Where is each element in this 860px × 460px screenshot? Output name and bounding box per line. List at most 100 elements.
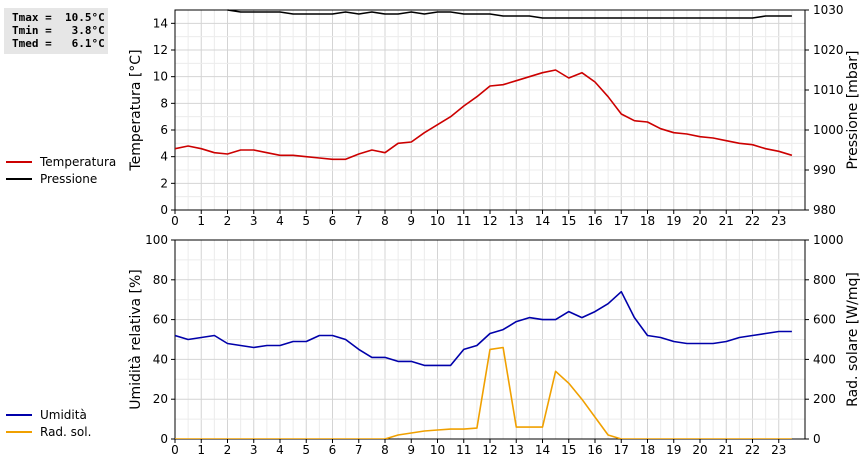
y-right-tick-label: 1030 [813, 3, 844, 17]
series-line-temperatura [175, 69, 793, 161]
tmin-text: Tmin = 3.8°C [12, 24, 105, 37]
y-left-tick-label: 6 [160, 123, 168, 137]
x-tick-label: 19 [666, 443, 681, 457]
x-tick-label: 5 [302, 443, 310, 457]
x-tick-label: 13 [509, 443, 524, 457]
y-right-axis-label: Rad. solare [W/mq] [845, 272, 860, 407]
stats-box: Tmax = 10.5°C Tmin = 3.8°C Tmed = 6.1°C [4, 8, 108, 54]
legend-item-pressione: Pressione [6, 170, 116, 187]
legend-label-umidita: Umidità [40, 407, 87, 422]
y-right-tick-label: 0 [813, 432, 821, 446]
x-tick-label: 21 [719, 443, 734, 457]
x-tick-label: 20 [692, 214, 707, 228]
y-left-tick-label: 10 [153, 70, 168, 84]
x-tick-label: 0 [171, 443, 179, 457]
y-left-tick-label: 60 [153, 313, 168, 327]
x-tick-label: 17 [614, 443, 629, 457]
y-left-tick-label: 8 [160, 96, 168, 110]
x-tick-label: 22 [745, 443, 760, 457]
x-tick-label: 2 [224, 443, 232, 457]
y-right-axis-label: Pressione [mbar] [845, 50, 860, 169]
x-tick-label: 4 [276, 443, 284, 457]
x-tick-label: 6 [329, 214, 337, 228]
x-tick-label: 15 [561, 214, 576, 228]
x-tick-label: 21 [719, 214, 734, 228]
x-tick-label: 11 [456, 214, 471, 228]
legend-swatch-umidita [6, 413, 32, 416]
x-tick-label: 18 [640, 443, 655, 457]
y-right-tick-label: 400 [813, 352, 836, 366]
x-tick-label: 17 [614, 214, 629, 228]
y-left-tick-label: 4 [160, 150, 168, 164]
x-tick-label: 10 [430, 443, 445, 457]
legend-swatch-radsol [6, 430, 32, 433]
tmed-text: Tmed = 6.1°C [12, 37, 105, 50]
y-right-tick-label: 1010 [813, 83, 844, 97]
legend-label-radsol: Rad. sol. [40, 424, 92, 439]
x-tick-label: 0 [171, 214, 179, 228]
x-tick-label: 18 [640, 214, 655, 228]
y-right-tick-label: 1000 [813, 123, 844, 137]
x-tick-label: 23 [771, 443, 786, 457]
y-right-tick-label: 1020 [813, 43, 844, 57]
x-tick-label: 14 [535, 214, 550, 228]
series-line-rad-sol- [175, 346, 792, 439]
legend-swatch-temperatura [6, 160, 32, 163]
legend-bottom: Umidità Rad. sol. [6, 406, 91, 440]
y-left-tick-label: 40 [153, 352, 168, 366]
legend-label-pressione: Pressione [40, 171, 98, 186]
x-tick-label: 7 [355, 214, 363, 228]
legend-item-temperatura: Temperatura [6, 153, 116, 170]
series-line-pressione [227, 9, 792, 19]
y-left-tick-label: 0 [160, 432, 168, 446]
x-tick-label: 9 [407, 214, 415, 228]
x-tick-label: 20 [692, 443, 707, 457]
x-tick-label: 2 [224, 214, 232, 228]
y-left-tick-label: 0 [160, 203, 168, 217]
x-tick-label: 12 [482, 443, 497, 457]
x-tick-label: 1 [197, 214, 205, 228]
x-tick-label: 5 [302, 214, 310, 228]
y-left-tick-label: 12 [153, 43, 168, 57]
x-tick-label: 7 [355, 443, 363, 457]
x-tick-label: 1 [197, 443, 205, 457]
x-tick-label: 12 [482, 214, 497, 228]
series-line-umidit- [175, 290, 792, 367]
x-tick-label: 9 [407, 443, 415, 457]
tmax-text: Tmax = 10.5°C [12, 11, 105, 24]
x-tick-label: 3 [250, 443, 258, 457]
y-right-tick-label: 990 [813, 163, 836, 177]
y-left-tick-label: 14 [153, 16, 168, 30]
y-right-tick-label: 800 [813, 273, 836, 287]
y-left-tick-label: 80 [153, 273, 168, 287]
y-right-tick-label: 1000 [813, 233, 844, 247]
x-tick-label: 22 [745, 214, 760, 228]
y-right-tick-label: 980 [813, 203, 836, 217]
x-tick-label: 23 [771, 214, 786, 228]
y-left-axis-label: Temperatura [°C] [128, 49, 144, 171]
x-tick-label: 16 [587, 443, 602, 457]
x-tick-label: 19 [666, 214, 681, 228]
x-tick-label: 6 [329, 443, 337, 457]
x-tick-label: 14 [535, 443, 550, 457]
x-tick-label: 8 [381, 443, 389, 457]
x-tick-label: 11 [456, 443, 471, 457]
y-left-tick-label: 20 [153, 392, 168, 406]
legend-label-temperatura: Temperatura [40, 154, 117, 169]
x-tick-label: 4 [276, 214, 284, 228]
y-left-tick-label: 100 [145, 233, 168, 247]
y-right-tick-label: 200 [813, 392, 836, 406]
x-tick-label: 8 [381, 214, 389, 228]
x-tick-label: 3 [250, 214, 258, 228]
legend-item-radsol: Rad. sol. [6, 423, 91, 440]
x-tick-label: 13 [509, 214, 524, 228]
legend-swatch-pressione [6, 177, 32, 180]
y-left-tick-label: 2 [160, 176, 168, 190]
y-left-axis-label: Umidità relativa [%] [128, 269, 144, 410]
y-right-tick-label: 600 [813, 313, 836, 327]
x-tick-label: 16 [587, 214, 602, 228]
x-tick-label: 10 [430, 214, 445, 228]
legend-top: Temperatura Pressione [6, 153, 116, 187]
legend-item-umidita: Umidità [6, 406, 91, 423]
